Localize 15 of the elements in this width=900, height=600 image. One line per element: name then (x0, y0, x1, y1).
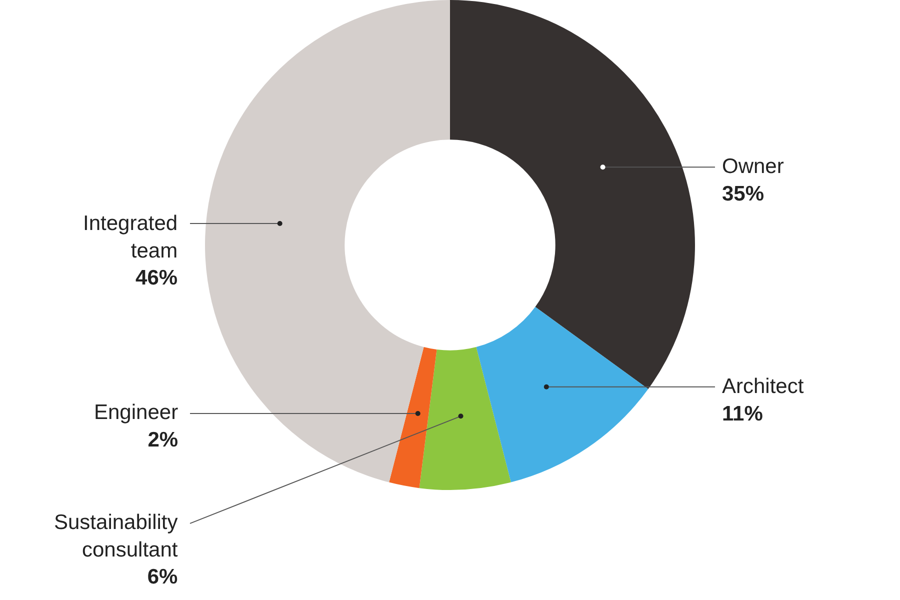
donut-slice (389, 347, 437, 488)
data-label: 6% (147, 566, 178, 589)
slice-label: Owner (722, 155, 784, 178)
data-label: 35% (722, 182, 764, 206)
data-label: 2% (148, 428, 178, 452)
donut-slice (205, 0, 450, 482)
slice-label: Integrated team (83, 212, 178, 262)
donut-slice (419, 347, 511, 490)
data-label: 46% (136, 266, 178, 290)
data-label: 11% (722, 402, 764, 426)
slice-label: Architect (722, 375, 804, 398)
donut-slice (450, 0, 695, 390)
donut-slice (476, 306, 648, 482)
slice-label: Sustainability consultant (54, 511, 178, 562)
slice-label: Engineer (94, 401, 178, 424)
